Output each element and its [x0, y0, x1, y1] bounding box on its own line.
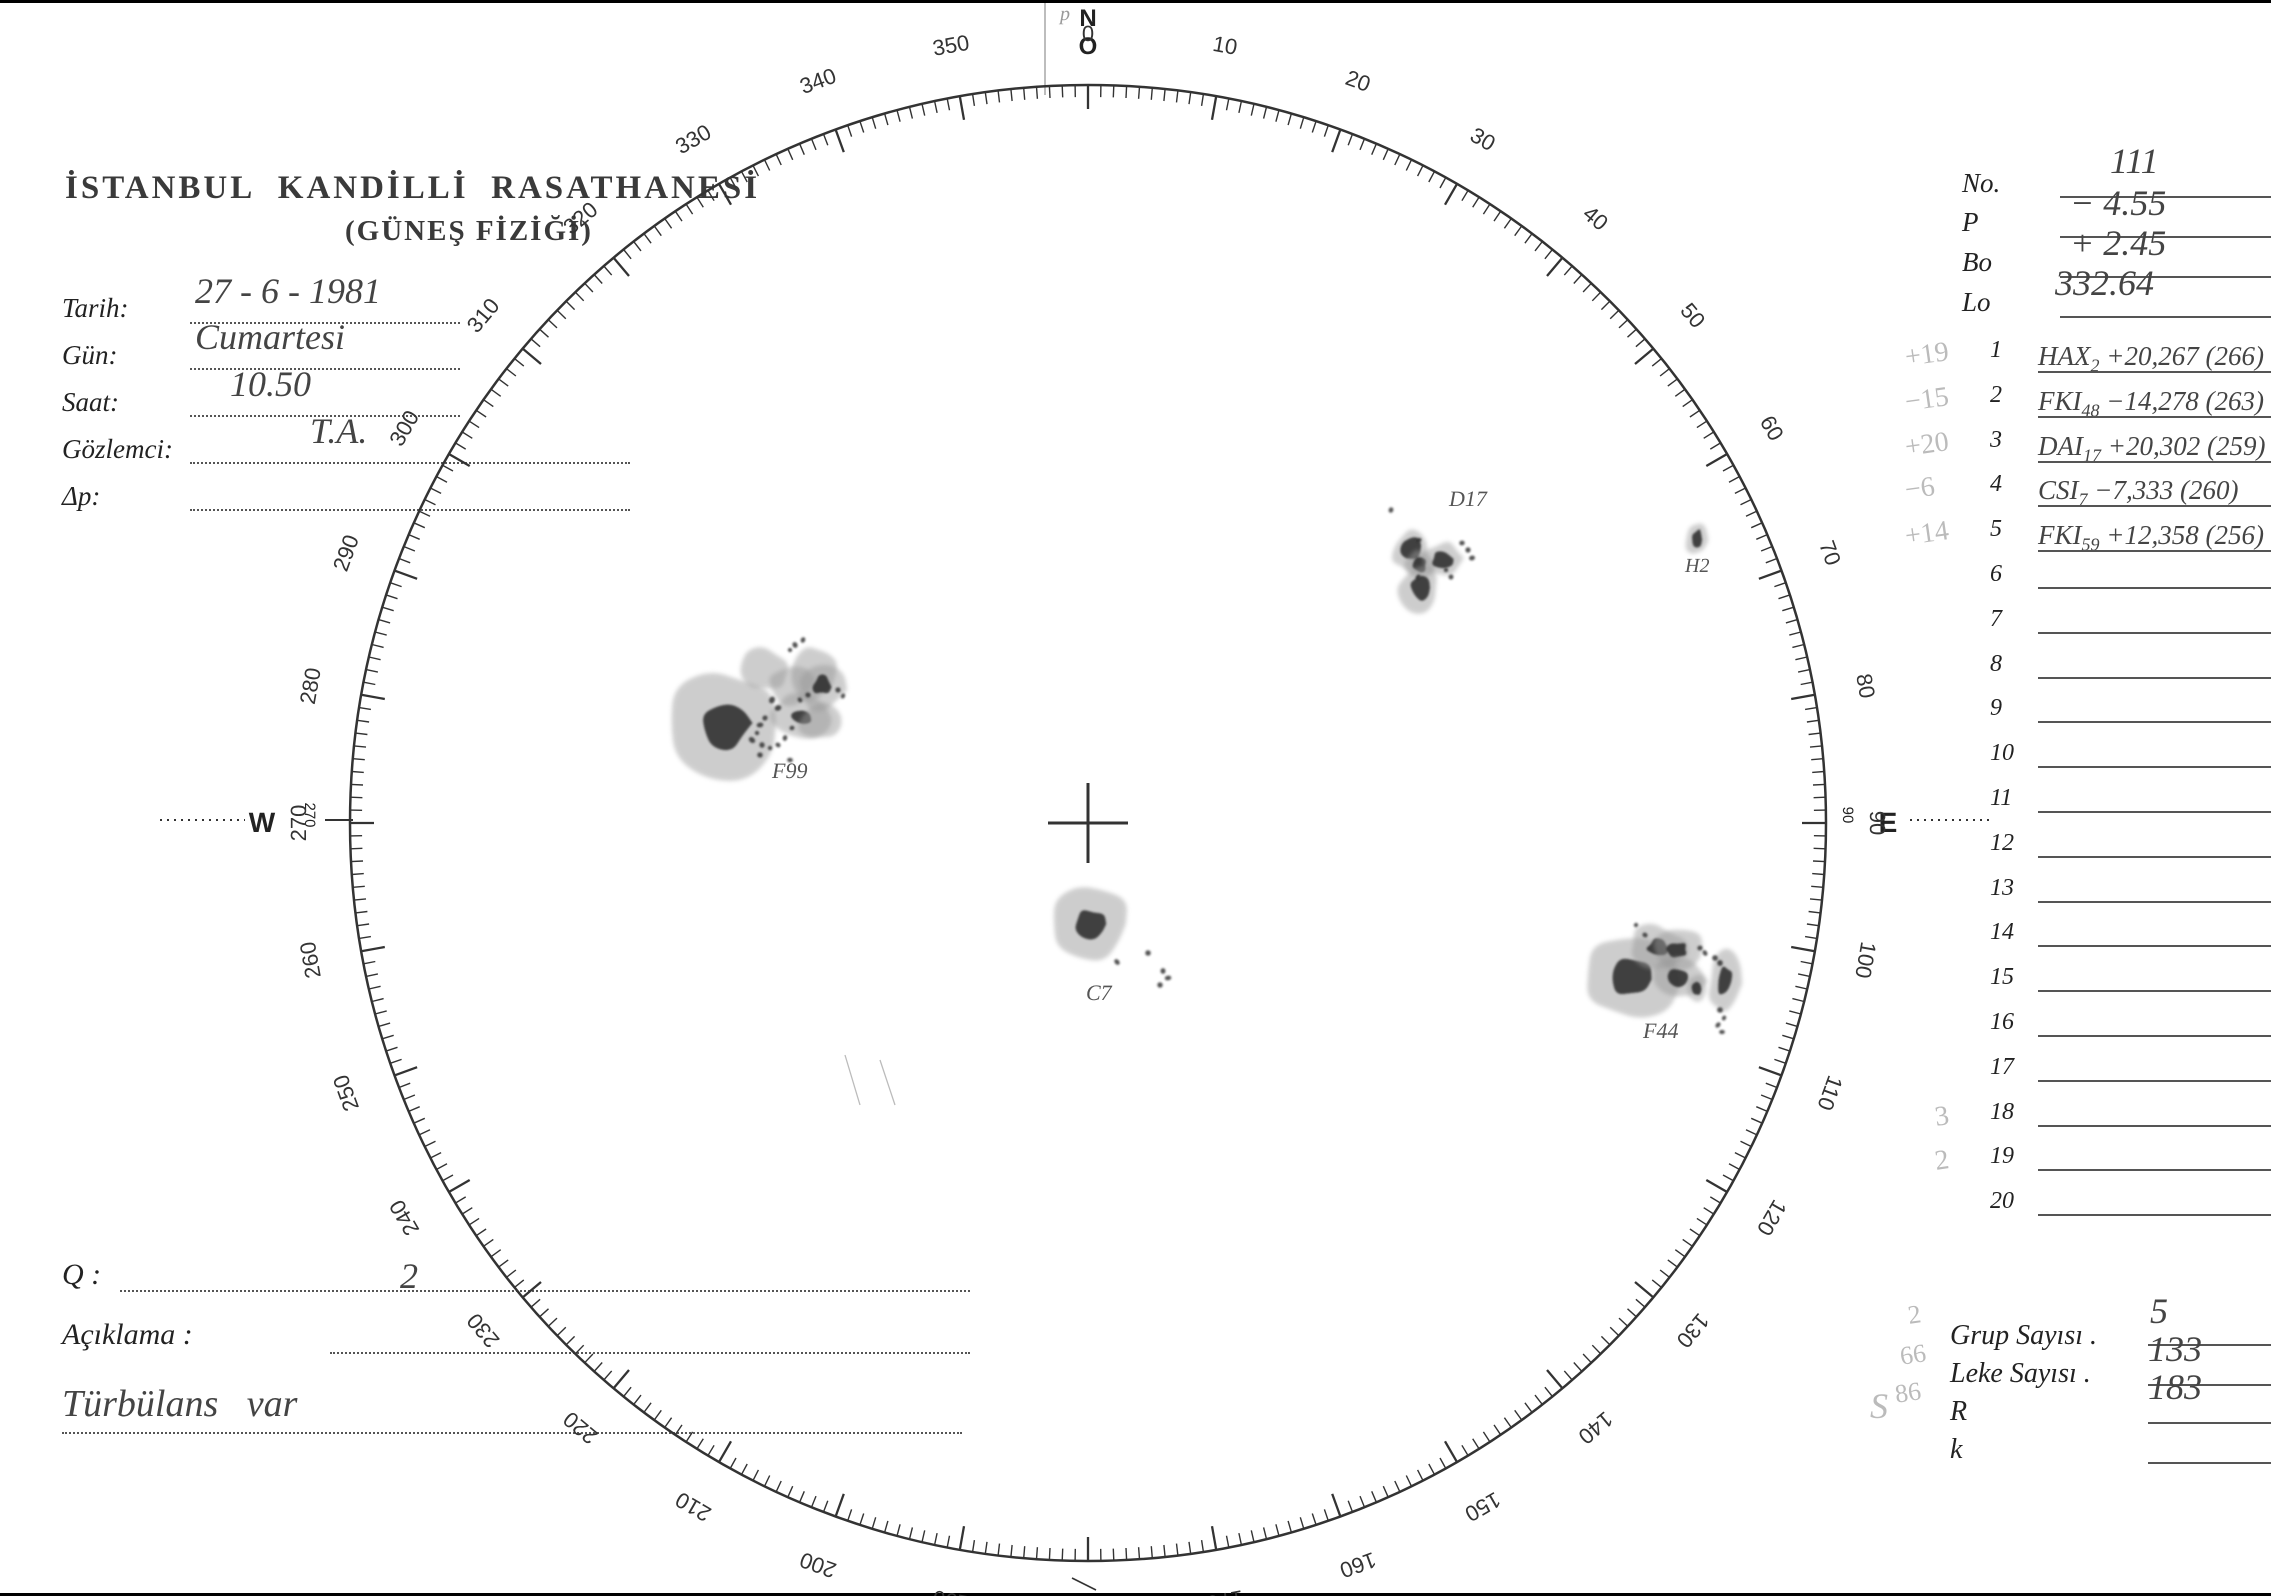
svg-text:310: 310 — [462, 293, 505, 337]
svg-text:80: 80 — [1851, 672, 1880, 700]
svg-text:70: 70 — [1814, 537, 1846, 569]
svg-text:20: 20 — [1342, 65, 1374, 97]
svg-text:170: 170 — [1205, 1585, 1246, 1596]
svg-text:F44: F44 — [1642, 1018, 1678, 1043]
svg-text:90: 90 — [1865, 811, 1890, 835]
svg-text:C7: C7 — [1086, 980, 1113, 1005]
svg-text:p: p — [1058, 3, 1070, 25]
svg-text:40: 40 — [1578, 201, 1613, 236]
svg-text:220: 220 — [558, 1407, 602, 1450]
svg-text:160: 160 — [1337, 1547, 1380, 1583]
svg-text:D17: D17 — [1448, 486, 1488, 511]
svg-text:60: 60 — [1755, 411, 1789, 445]
svg-text:150: 150 — [1461, 1487, 1505, 1527]
svg-text:240: 240 — [384, 1196, 424, 1240]
svg-text:320: 320 — [558, 197, 602, 240]
svg-text:330: 330 — [671, 119, 715, 159]
svg-text:W: W — [249, 807, 276, 838]
svg-text:100: 100 — [1850, 940, 1881, 981]
svg-text:0: 0 — [1082, 21, 1094, 46]
svg-text:110: 110 — [1812, 1072, 1847, 1114]
svg-text:250: 250 — [328, 1072, 364, 1115]
svg-text:290: 290 — [328, 531, 364, 574]
svg-text:120: 120 — [1752, 1196, 1792, 1240]
svg-text:210: 210 — [671, 1487, 715, 1527]
svg-text:140: 140 — [1573, 1407, 1617, 1450]
svg-text:50: 50 — [1675, 298, 1710, 333]
svg-text:280: 280 — [295, 666, 326, 707]
svg-text:200: 200 — [796, 1547, 839, 1583]
svg-text:190: 190 — [931, 1585, 972, 1596]
svg-text:10: 10 — [1211, 31, 1239, 60]
svg-text:30: 30 — [1466, 122, 1500, 156]
svg-text:90: 90 — [1839, 807, 1856, 824]
svg-text:300: 300 — [384, 406, 424, 450]
svg-text:F99: F99 — [771, 758, 807, 783]
svg-text:H2: H2 — [1684, 555, 1709, 577]
svg-text:230: 230 — [462, 1308, 505, 1352]
svg-text:270: 270 — [286, 805, 311, 842]
svg-text:260: 260 — [295, 940, 326, 981]
svg-text:350: 350 — [931, 30, 972, 61]
svg-text:340: 340 — [796, 63, 839, 99]
svg-text:130: 130 — [1672, 1308, 1715, 1352]
